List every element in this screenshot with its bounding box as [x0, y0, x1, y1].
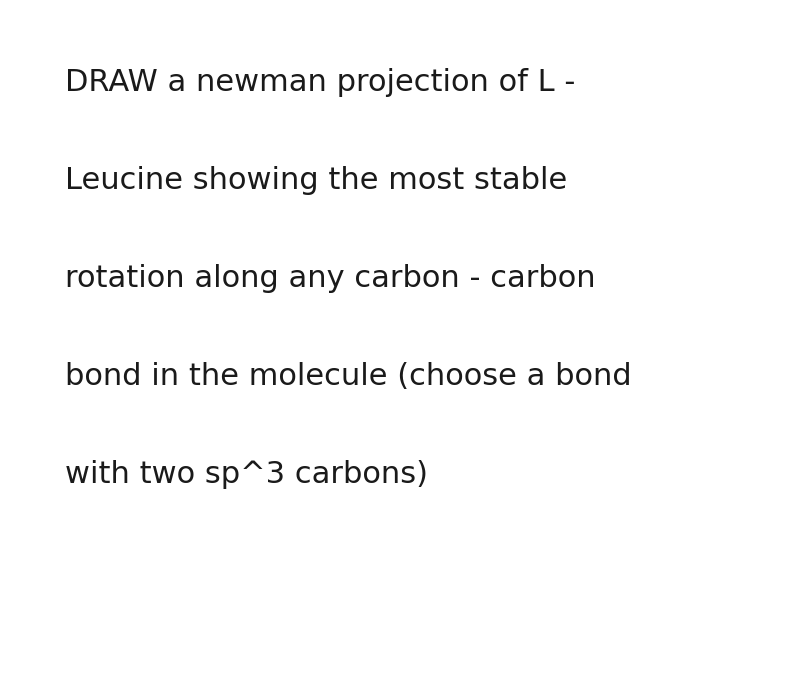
Text: bond in the molecule (choose a bond: bond in the molecule (choose a bond [65, 362, 632, 391]
Text: Leucine showing the most stable: Leucine showing the most stable [65, 166, 567, 195]
Text: DRAW a newman projection of L -: DRAW a newman projection of L - [65, 68, 575, 97]
Text: rotation along any carbon - carbon: rotation along any carbon - carbon [65, 264, 596, 293]
Text: with two sp^3 carbons): with two sp^3 carbons) [65, 460, 428, 489]
